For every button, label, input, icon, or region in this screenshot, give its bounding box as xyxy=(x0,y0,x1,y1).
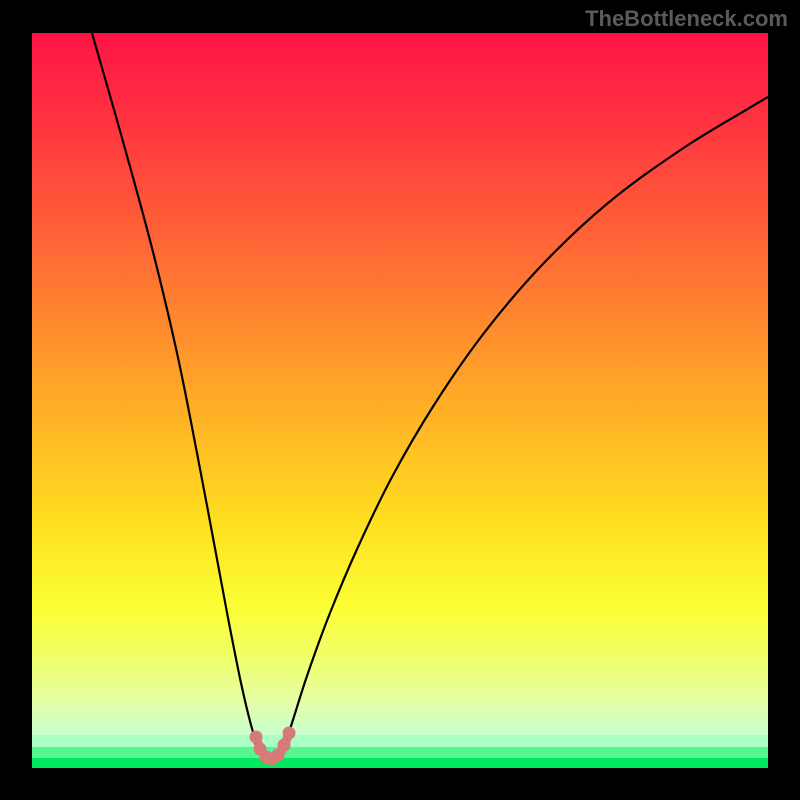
bottleneck-curve xyxy=(32,33,768,768)
chart-plot-area xyxy=(32,33,768,768)
watermark-text: TheBottleneck.com xyxy=(585,6,788,32)
valley-marker xyxy=(250,731,263,744)
valley-marker xyxy=(278,739,291,752)
valley-marker xyxy=(283,727,296,740)
